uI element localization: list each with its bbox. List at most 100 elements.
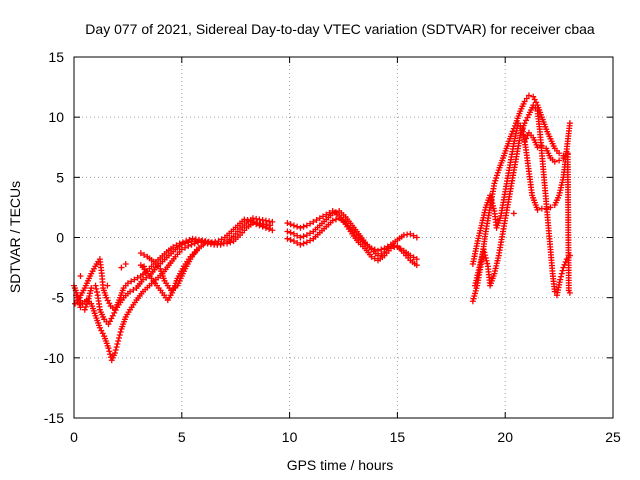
data-point <box>566 120 573 127</box>
data-point <box>217 241 224 248</box>
data-point <box>294 232 301 239</box>
data-point <box>300 240 307 247</box>
data-point <box>215 238 222 245</box>
data-point <box>93 289 100 296</box>
data-point <box>77 273 84 280</box>
data-point <box>323 211 330 218</box>
data-point <box>556 150 563 157</box>
data-point <box>72 300 79 307</box>
data-point <box>141 263 148 270</box>
data-point <box>98 327 105 334</box>
data-point <box>266 226 273 233</box>
data-point <box>387 241 394 248</box>
data-point <box>300 223 307 230</box>
data-point <box>413 256 420 263</box>
data-point <box>521 98 528 105</box>
series-s8 <box>284 215 420 263</box>
series-scatter_outliers <box>77 210 517 289</box>
data-point <box>368 253 375 260</box>
x-tick-label: 25 <box>605 429 621 445</box>
data-point <box>534 144 541 151</box>
data-point <box>287 236 294 243</box>
data-point <box>82 303 89 310</box>
data-point <box>122 260 129 267</box>
series-s10 <box>469 120 573 267</box>
data-point <box>413 234 420 241</box>
data-point <box>227 239 234 246</box>
data-point <box>307 220 314 227</box>
data-point <box>303 239 310 246</box>
data-point <box>77 304 84 311</box>
data-point <box>482 252 489 259</box>
data-point <box>368 245 375 252</box>
data-point <box>218 236 225 243</box>
data-point <box>284 235 291 242</box>
data-point <box>371 255 378 262</box>
data-point <box>290 230 297 237</box>
data-point <box>220 239 227 246</box>
y-tick-label: 15 <box>48 49 64 65</box>
data-point <box>559 267 566 274</box>
x-tick-label: 20 <box>497 429 513 445</box>
data-point <box>310 218 317 225</box>
data-point <box>532 105 539 112</box>
data-point <box>92 282 99 289</box>
data-point <box>307 237 314 244</box>
data-point <box>538 143 545 150</box>
data-point <box>193 247 200 254</box>
x-tick-label: 15 <box>390 429 406 445</box>
data-point <box>115 337 122 344</box>
data-point <box>329 217 336 224</box>
data-point <box>320 213 327 220</box>
data-point <box>290 222 297 229</box>
data-point <box>407 230 414 237</box>
data-point <box>93 285 100 292</box>
y-tick-label: 5 <box>56 169 64 185</box>
data-point <box>262 224 269 231</box>
data-point <box>116 331 123 338</box>
data-point <box>530 102 537 109</box>
data-point <box>297 241 304 248</box>
data-point <box>531 96 538 103</box>
data-point <box>534 206 541 213</box>
data-point <box>104 297 111 304</box>
data-point <box>524 114 531 121</box>
data-point <box>326 209 333 216</box>
data-point <box>332 216 339 223</box>
data-point <box>391 242 398 249</box>
data-point <box>251 218 258 225</box>
data-point <box>106 300 113 307</box>
data-point <box>105 345 112 352</box>
data-point <box>104 282 111 289</box>
data-point <box>481 249 488 256</box>
data-point <box>111 350 118 357</box>
data-point <box>267 222 274 229</box>
data-point <box>284 228 291 235</box>
data-point <box>557 276 564 283</box>
data-point <box>483 257 490 264</box>
data-point <box>83 301 90 308</box>
data-point <box>107 351 114 358</box>
data-point <box>124 280 131 287</box>
data-point <box>297 234 304 241</box>
data-point <box>547 204 554 211</box>
data-point <box>128 278 135 285</box>
data-point <box>182 240 189 247</box>
data-point <box>88 285 95 292</box>
data-point <box>482 254 489 261</box>
data-point <box>112 347 119 354</box>
series-s11 <box>472 102 573 299</box>
y-tick-label: -10 <box>44 350 64 366</box>
data-point <box>294 239 301 246</box>
data-point <box>114 340 121 347</box>
data-point <box>143 274 150 281</box>
data-point <box>551 158 558 165</box>
data-point <box>484 260 491 267</box>
data-point <box>523 117 530 124</box>
series-s3 <box>73 215 276 328</box>
data-point <box>106 348 113 355</box>
data-point <box>109 312 116 319</box>
data-point <box>134 274 141 281</box>
x-tick-label: 0 <box>70 429 78 445</box>
